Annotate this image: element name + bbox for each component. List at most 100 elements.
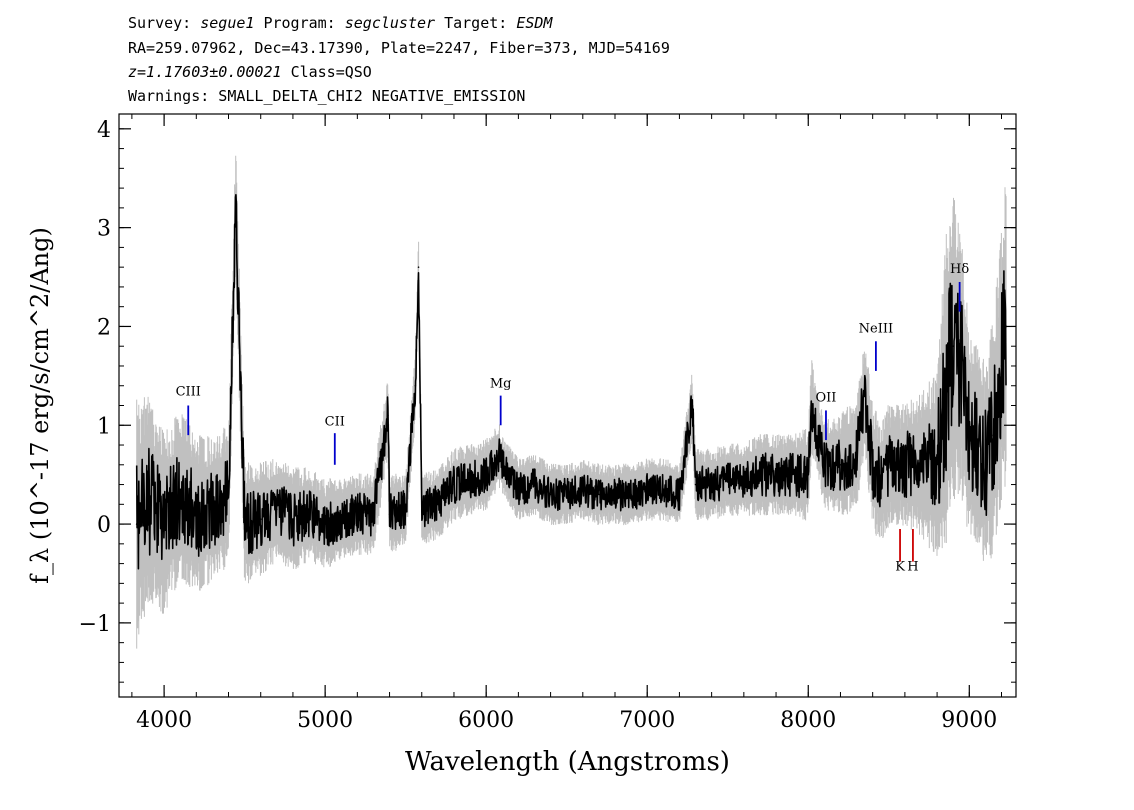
- flux-point: [976, 444, 979, 446]
- x-tick-label: 8000: [780, 708, 836, 733]
- flux-point: [179, 493, 181, 496]
- flux-point: [952, 345, 954, 348]
- flux-point: [308, 513, 310, 515]
- survey-value: segue1: [200, 14, 255, 32]
- flux-layer: [135, 194, 1008, 570]
- flux-point: [388, 513, 391, 515]
- annotation-label: K: [895, 560, 905, 575]
- flux-line: [135, 194, 1007, 570]
- flux-point: [863, 394, 866, 397]
- flux-point: [276, 508, 278, 511]
- flux-point: [501, 463, 504, 466]
- flux-point: [630, 493, 632, 496]
- flux-point: [855, 454, 858, 456]
- flux-point: [292, 518, 294, 520]
- annotation-label: NeIII: [859, 321, 893, 336]
- flux-point: [372, 513, 375, 515]
- error-band: [136, 155, 1007, 649]
- flux-point: [469, 478, 471, 481]
- survey-label: Survey:: [128, 14, 192, 32]
- flux-point: [968, 434, 971, 436]
- flux-point: [678, 493, 681, 496]
- flux-point: [710, 483, 713, 486]
- y-axis-label: f_λ (10^-17 erg/s/cm^2/Ang): [26, 227, 54, 584]
- flux-point: [324, 523, 326, 525]
- x-tick-label: 7000: [619, 708, 675, 733]
- y-tick-label: 3: [97, 217, 111, 242]
- flux-point: [920, 463, 922, 466]
- flux-point: [775, 473, 777, 476]
- error-layer: [136, 155, 1007, 649]
- flux-point: [807, 473, 810, 476]
- flux-point: [195, 513, 198, 515]
- flux-point: [565, 493, 568, 496]
- flux-point: [694, 483, 697, 486]
- line-annotations: CIII CII Mg OII NeIII Hδ K H: [176, 262, 970, 574]
- program-value: segcluster: [344, 14, 436, 32]
- flux-point: [614, 493, 616, 496]
- flux-point: [437, 503, 439, 506]
- flux-point: [387, 414, 389, 417]
- flux-point: [243, 523, 246, 525]
- flux-point: [147, 498, 149, 501]
- annotation-label: Hδ: [950, 262, 969, 277]
- flux-point: [234, 207, 237, 209]
- flux-point: [498, 454, 500, 456]
- x-tick-label: 9000: [941, 708, 997, 733]
- redshift-value: z=1.17603±0.00021: [128, 63, 282, 81]
- flux-point: [581, 488, 584, 491]
- flux-point: [533, 483, 536, 486]
- flux-point: [691, 404, 694, 407]
- header-line-survey: Survey: segue1 Program: segcluster Targe…: [128, 14, 552, 33]
- flux-point: [453, 483, 455, 486]
- flux-point: [549, 493, 552, 496]
- flux-point: [227, 493, 230, 496]
- flux-point: [356, 513, 359, 515]
- y-tick-label: 1: [97, 414, 111, 439]
- flux-point: [839, 463, 842, 466]
- flux-point: [887, 463, 890, 466]
- class-value: Class=QSO: [290, 63, 372, 81]
- flux-point: [414, 384, 417, 387]
- flux-point: [598, 493, 600, 496]
- flux-point: [259, 518, 262, 520]
- flux-point: [743, 478, 745, 481]
- target-label: Target:: [444, 14, 508, 32]
- annotation-label: CII: [325, 414, 345, 429]
- y-tick-label: 0: [97, 513, 111, 538]
- header-line-coords: RA=259.07962, Dec=43.17390, Plate=2247, …: [128, 39, 670, 57]
- flux-point: [646, 488, 649, 491]
- y-tick-label: 2: [97, 315, 111, 340]
- header-line-warnings: Warnings: SMALL_DELTA_CHI2 NEGATIVE_EMIS…: [128, 87, 526, 105]
- annotation-label: H: [907, 560, 918, 575]
- flux-point: [1000, 365, 1003, 367]
- flux-point: [662, 488, 665, 491]
- header-line-redshift: z=1.17603±0.00021 Class=QSO: [128, 63, 372, 82]
- program-label: Program:: [263, 14, 336, 32]
- flux-point: [992, 434, 995, 436]
- flux-point: [759, 473, 761, 476]
- flux-point: [404, 508, 407, 511]
- flux-point: [823, 463, 826, 466]
- flux-point: [984, 463, 987, 466]
- annotation-label: OII: [816, 391, 837, 406]
- flux-point: [485, 473, 487, 476]
- flux-point: [211, 508, 214, 511]
- x-tick-label: 5000: [297, 708, 353, 733]
- flux-point: [340, 518, 343, 520]
- flux-point: [163, 523, 165, 525]
- axis-ticks: 4000 5000 6000 7000 8000 9000 −1 0 1 2 3 4: [79, 114, 1016, 733]
- plot-frame: [118, 113, 1017, 698]
- flux-point: [904, 463, 906, 466]
- flux-point: [420, 508, 423, 511]
- flux-point: [810, 404, 813, 407]
- flux-point: [791, 473, 793, 476]
- flux-point: [417, 266, 420, 268]
- flux-point: [879, 483, 882, 486]
- x-tick-label: 4000: [136, 708, 192, 733]
- flux-point: [936, 463, 938, 466]
- flux-point: [726, 478, 729, 481]
- flux-point: [517, 488, 520, 491]
- y-tick-label: −1: [79, 612, 111, 637]
